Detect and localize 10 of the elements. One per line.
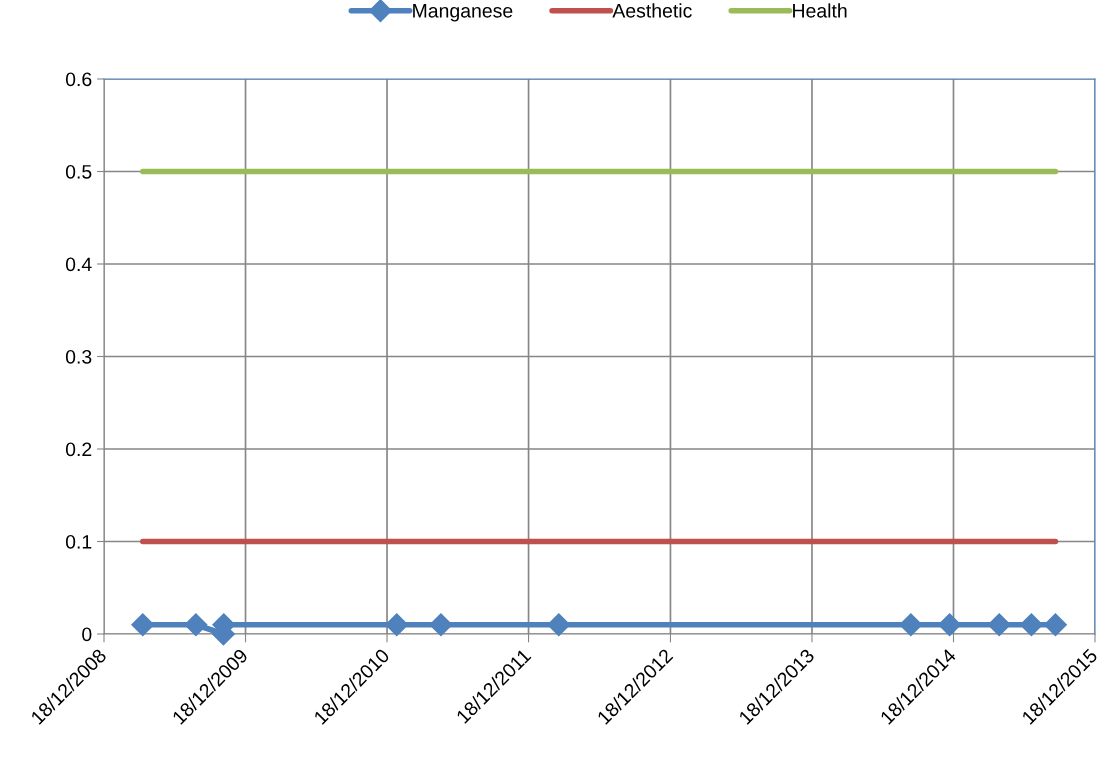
y-tick-label: 0.4 — [65, 257, 92, 272]
y-tick-label: 0.1 — [65, 534, 92, 549]
legend-label: Aesthetic — [612, 3, 692, 18]
y-tick-label: 0.3 — [65, 349, 92, 364]
y-tick-label: 0.6 — [65, 72, 92, 87]
y-tick-label: 0.5 — [65, 164, 92, 179]
legend-label: Health — [793, 3, 847, 18]
legend-label: Manganese — [413, 4, 513, 22]
y-tick-label: 0 — [82, 627, 92, 642]
y-tick-label: 0.2 — [65, 442, 92, 457]
